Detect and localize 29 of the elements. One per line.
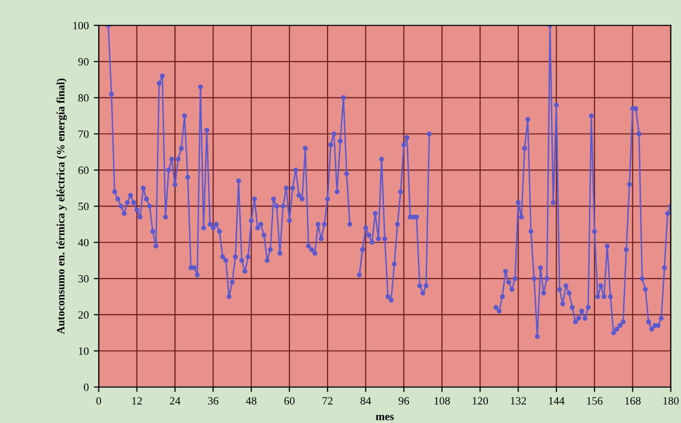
x-tick-label: 0	[96, 397, 102, 405]
x-tick-label: 180	[663, 397, 679, 405]
x-tick-label: 96	[398, 397, 410, 405]
y-tick-label: 70	[78, 130, 89, 138]
y-tick-label: 100	[73, 22, 89, 30]
y-tick-label: 60	[78, 166, 89, 174]
x-tick-label: 24	[170, 397, 180, 404]
x-tick-label: 72	[322, 397, 333, 404]
x-tick-label: 84	[360, 397, 372, 405]
x-tick-label: 144	[549, 397, 565, 404]
x-tick-label: 36	[208, 397, 218, 405]
y-tick-label: 40	[78, 238, 89, 246]
x-tick-label: 48	[246, 397, 256, 405]
y-tick-label: 10	[78, 347, 89, 355]
x-tick-label: 60	[284, 397, 295, 405]
x-tick-label: 108	[434, 397, 450, 405]
y-tick-label: 20	[78, 311, 89, 319]
y-tick-label: 80	[78, 94, 89, 102]
x-tick-label: 132	[510, 397, 526, 405]
y-tick-label: 50	[78, 202, 89, 210]
y-tick-label: 90	[78, 58, 89, 66]
x-tick-label: 12	[132, 397, 142, 404]
x-tick-label: 156	[587, 397, 603, 405]
x-tick-label: 168	[625, 397, 641, 405]
x-tick-label: 120	[472, 397, 488, 405]
y-tick-label: 30	[78, 275, 89, 283]
x-axis-title: mes	[376, 414, 394, 420]
y-axis-title: Autoconsumo en. térmica y eléctrica (% energía final)	[56, 78, 67, 334]
y-tick-label: 0	[84, 384, 89, 392]
